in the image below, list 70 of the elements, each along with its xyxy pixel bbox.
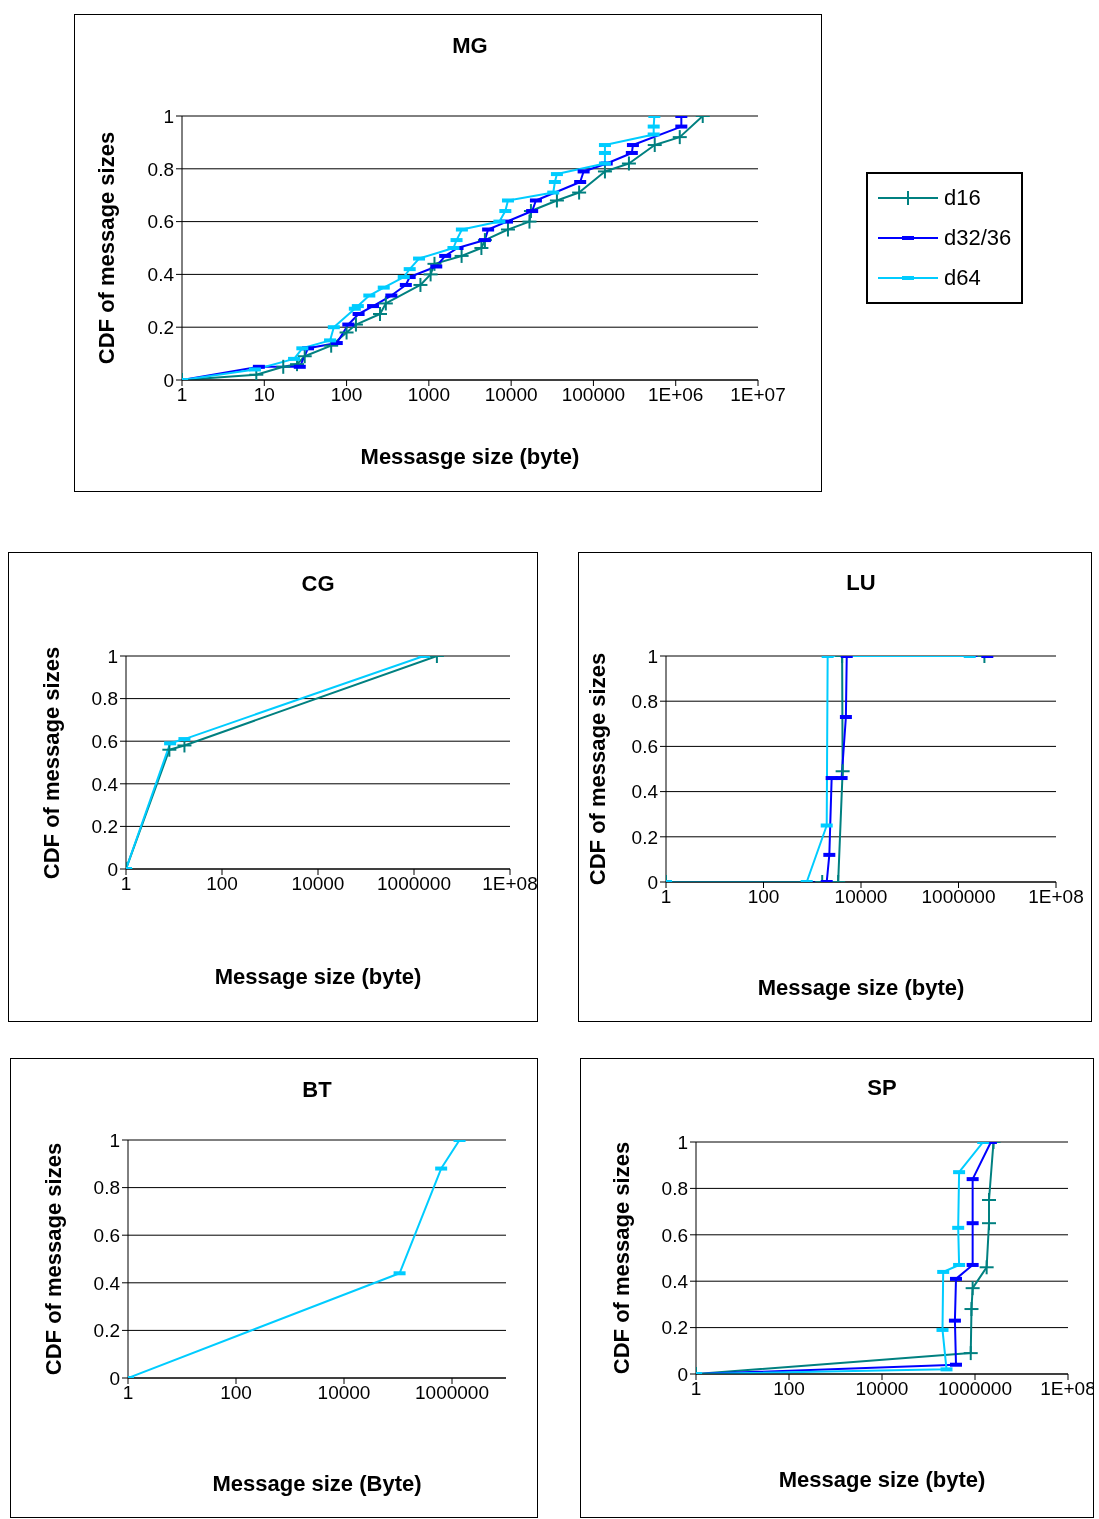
x-tick-label: 1E+06 — [647, 384, 704, 406]
y-tick-label: 1 — [647, 645, 658, 667]
x-tick-label: 100 — [330, 384, 363, 406]
x-tick-label: 100 — [220, 1382, 252, 1404]
x-tick-label: 1E+08 — [1040, 1378, 1096, 1400]
y-tick-label: 0.6 — [631, 736, 658, 758]
y-tick-label: 0.8 — [93, 1177, 120, 1199]
y-tick-label: 0.8 — [91, 688, 118, 710]
legend-label: d64 — [944, 265, 981, 291]
x-tick-label: 100 — [773, 1378, 805, 1400]
y-axis-title: CDF of message sizes — [609, 1141, 635, 1375]
y-tick-label: 0.2 — [631, 826, 658, 848]
y-tick-label: 0.2 — [91, 816, 118, 838]
y-tick-label: 0 — [109, 1367, 120, 1389]
y-tick-label: 0.2 — [147, 316, 174, 338]
chart-title: BT — [302, 1077, 332, 1103]
y-tick-label: 1 — [677, 1131, 688, 1153]
x-tick-label: 1000 — [407, 384, 450, 406]
x-tick-label: 10000 — [317, 1382, 371, 1404]
x-axis-title: Messasge size (byte) — [360, 444, 580, 470]
y-tick-label: 0.8 — [661, 1178, 688, 1200]
y-tick-label: 0.4 — [91, 773, 119, 795]
chart-title: CG — [301, 571, 335, 597]
y-tick-label: 1 — [109, 1129, 120, 1151]
x-tick-label: 100 — [206, 873, 238, 895]
y-tick-label: 0 — [163, 369, 174, 391]
x-tick-label: 10000 — [291, 873, 345, 895]
x-tick-label: 10000 — [855, 1378, 909, 1400]
x-tick-label: 10 — [253, 384, 275, 406]
y-tick-label: 0.4 — [661, 1270, 689, 1292]
x-tick-label: 10000 — [484, 384, 538, 406]
x-tick-label: 1E+07 — [730, 384, 786, 406]
y-tick-label: 0.2 — [93, 1320, 120, 1342]
x-tick-label: 1000000 — [377, 873, 451, 895]
y-tick-label: 0 — [647, 871, 658, 893]
x-axis-title: Message size (byte) — [214, 964, 422, 990]
y-axis-title: CDF of message sizes — [585, 652, 611, 886]
y-tick-label: 0.6 — [661, 1224, 688, 1246]
x-tick-label: 1000000 — [938, 1378, 1012, 1400]
y-tick-label: 0.6 — [147, 211, 174, 233]
y-tick-label: 0.4 — [147, 264, 175, 286]
x-tick-label: 10000 — [834, 886, 888, 908]
x-axis-title: Message size (byte) — [778, 1467, 986, 1493]
chart-title: SP — [867, 1075, 897, 1101]
y-axis-title: CDF of message sizes — [41, 1142, 67, 1376]
y-tick-label: 0.6 — [91, 730, 118, 752]
y-tick-label: 1 — [107, 645, 118, 667]
x-tick-label: 100000 — [561, 384, 626, 406]
x-tick-label: 1000000 — [415, 1382, 489, 1404]
y-tick-label: 0 — [677, 1363, 688, 1385]
x-tick-label: 1000000 — [921, 886, 996, 908]
x-axis-title: Message size (byte) — [757, 975, 965, 1001]
x-axis-title: Message size (Byte) — [212, 1471, 422, 1497]
y-tick-label: 0 — [107, 858, 118, 880]
y-axis-title: CDF of message sizes — [94, 131, 120, 365]
y-tick-label: 0.8 — [147, 158, 174, 180]
legend-label: d16 — [944, 185, 981, 211]
x-tick-label: 100 — [747, 886, 780, 908]
chart-title: LU — [846, 570, 876, 596]
x-tick-label: 1E+08 — [482, 873, 538, 895]
y-tick-label: 0.2 — [661, 1317, 688, 1339]
y-tick-label: 0.4 — [631, 781, 659, 803]
chart-title: MG — [452, 33, 488, 59]
y-tick-label: 1 — [163, 105, 174, 127]
y-tick-label: 0.8 — [631, 690, 658, 712]
legend-label: d32/36 — [944, 225, 1012, 251]
y-axis-title: CDF of message sizes — [39, 646, 65, 879]
x-tick-label: 1E+08 — [1028, 886, 1084, 908]
y-tick-label: 0.6 — [93, 1224, 120, 1246]
y-tick-label: 0.4 — [93, 1272, 121, 1294]
